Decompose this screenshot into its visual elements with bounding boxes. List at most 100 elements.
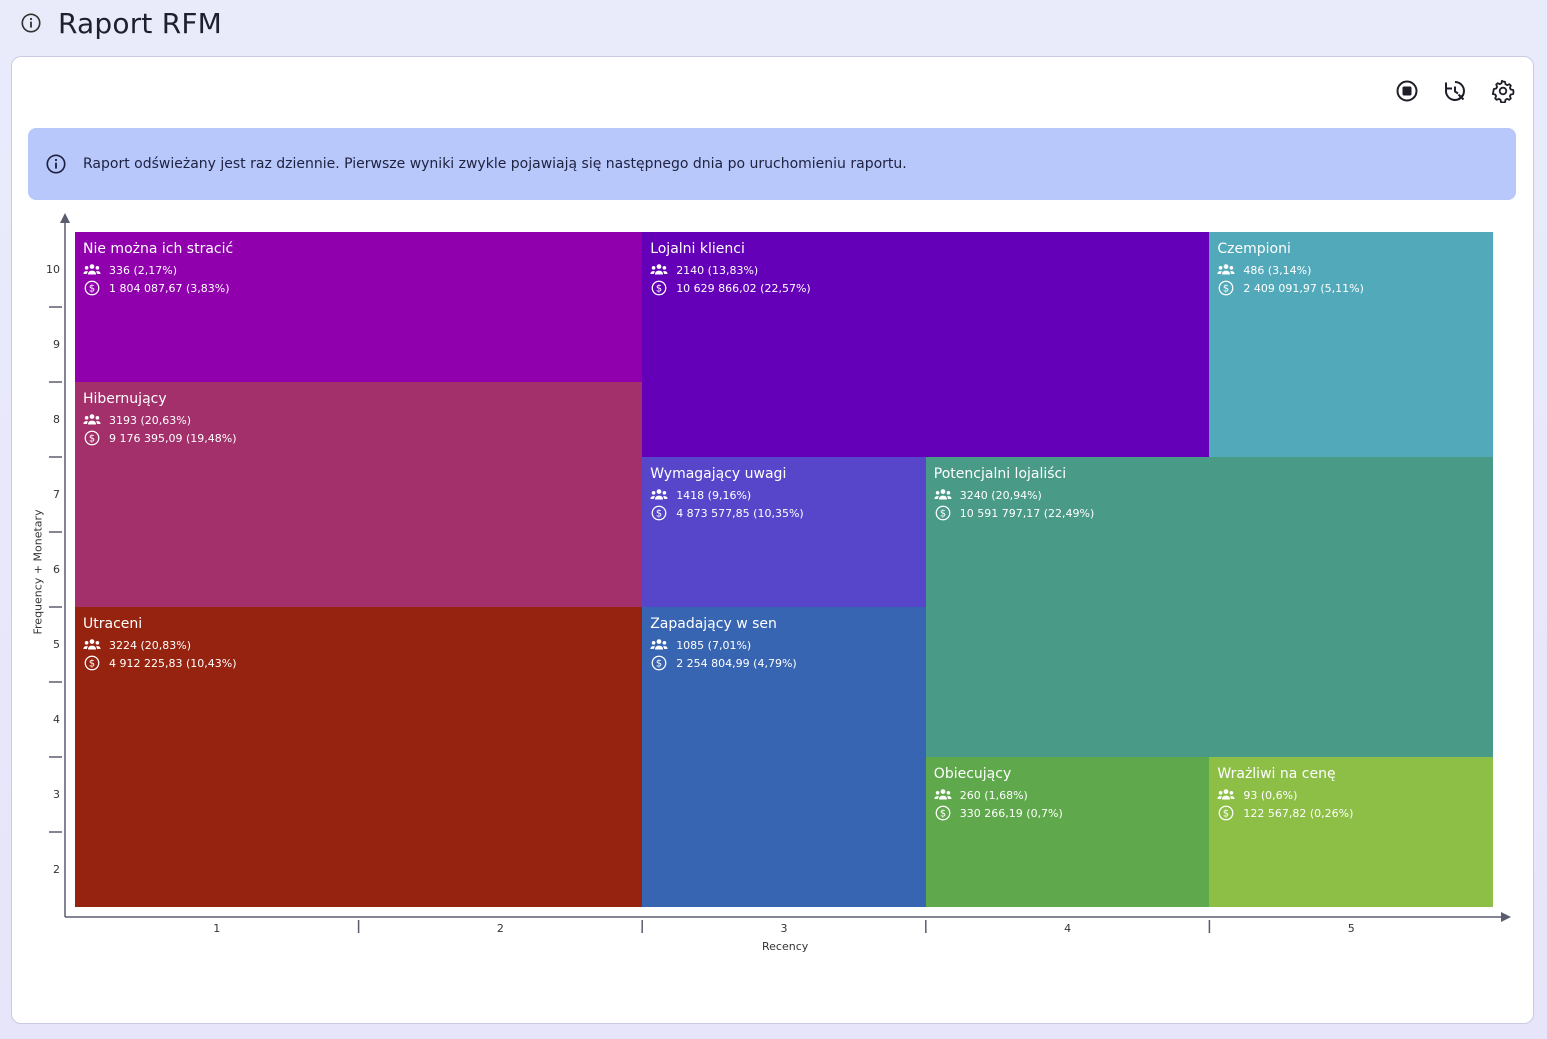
y-tick-label: 6 — [53, 562, 60, 576]
segment-tile[interactable]: Zapadający w sen 1085 (7,01%) $2 254 804,9… — [642, 607, 926, 907]
customers-icon — [650, 639, 668, 650]
customers-icon — [934, 789, 952, 800]
segment-revenue-value: 10 591 797,17 (22,49%) — [959, 506, 1095, 520]
svg-text:$: $ — [940, 509, 946, 520]
segment-customers-value: 3193 (20,63%) — [109, 413, 192, 427]
segment-name: Zapadający w sen — [650, 616, 777, 632]
segment-revenue: $330 266,19 (0,7%) — [934, 804, 1202, 822]
x-tick-label: 3 — [780, 922, 788, 935]
svg-text:$: $ — [656, 659, 662, 670]
segment-name: Wrażliwi na cenę — [1217, 766, 1336, 782]
rfm-chart: Frequency + Monetary Recency 10 9 8 7 6 5 4 3 2 1… — [12, 57, 1533, 1023]
toolbar — [1395, 79, 1515, 103]
customers-icon — [1217, 264, 1235, 275]
segment-customers-value: 3224 (20,83%) — [109, 638, 192, 652]
svg-text:$: $ — [89, 659, 95, 670]
y-tick-label: 7 — [53, 487, 60, 501]
segment-tile[interactable]: Wymagający uwagi 1418 (9,16%) $4 873 577,8… — [642, 457, 926, 607]
segment-revenue-value: 1 804 087,67 (3,83%) — [109, 281, 230, 295]
svg-text:$: $ — [1223, 809, 1229, 820]
segment-name: Potencjalni lojaliści — [933, 466, 1067, 482]
segment-name: Wymagający uwagi — [650, 466, 787, 482]
segment-customers-value: 93 (0,6%) — [1243, 788, 1298, 802]
segment-tile[interactable]: Lojalni klienci 2140 (13,83%) $10 629 866,… — [642, 232, 1210, 457]
revenue-icon: $ — [651, 655, 667, 671]
revenue-icon: $ — [935, 505, 951, 521]
info-circle-icon — [45, 153, 67, 175]
segment-name: Utraceni — [83, 616, 143, 632]
segment-revenue-value: 4 912 225,83 (10,43%) — [109, 656, 237, 670]
segment-tile[interactable]: Czempioni 486 (3,14%) $2 409 091,97 (5,11%… — [1209, 232, 1493, 457]
y-tick-label: 2 — [53, 862, 60, 876]
segment-revenue: $10 591 797,17 (22,49%) — [934, 504, 1485, 522]
svg-text:$: $ — [89, 434, 95, 445]
segment-revenue-value: 9 176 395,09 (19,48%) — [109, 431, 237, 445]
segment-name: Obiecujący — [933, 766, 1012, 782]
segment-customers-value: 3240 (20,94%) — [959, 488, 1042, 502]
svg-text:$: $ — [1223, 284, 1229, 295]
segment-revenue: $122 567,82 (0,26%) — [1217, 804, 1485, 822]
segment-customers: 336 (2,17%) — [83, 261, 634, 279]
segment-tile[interactable]: Utraceni 3224 (20,83%) $4 912 225,83 (10,4… — [75, 607, 643, 907]
y-tick-label: 3 — [53, 787, 60, 801]
segment-name: Nie można ich stracić — [83, 241, 234, 257]
svg-text:$: $ — [656, 509, 662, 520]
segment-customers-value: 486 (3,14%) — [1243, 263, 1312, 277]
segment-customers: 1418 (9,16%) — [650, 486, 918, 504]
y-tick-label: 4 — [53, 712, 60, 726]
stop-button[interactable] — [1395, 79, 1419, 103]
segment-tile[interactable]: Wrażliwi na cenę 93 (0,6%) $122 567,82 (0,… — [1209, 757, 1493, 907]
settings-button[interactable] — [1491, 79, 1515, 103]
stop-icon — [1396, 80, 1418, 102]
revenue-icon: $ — [1219, 805, 1234, 821]
revenue-icon: $ — [651, 505, 667, 521]
y-axis-arrow — [60, 213, 70, 223]
svg-text:$: $ — [656, 284, 662, 295]
chart-axes — [49, 213, 1511, 933]
segment-revenue: $9 176 395,09 (19,48%) — [83, 429, 634, 447]
report-card: Raport odświeżany jest raz dziennie. Pie… — [11, 56, 1534, 1024]
segment-revenue-value: 2 409 091,97 (5,11%) — [1243, 281, 1364, 295]
segment-revenue-value: 2 254 804,99 (4,79%) — [676, 656, 797, 670]
x-axis-label: Recency — [762, 940, 809, 953]
customers-icon — [83, 414, 101, 425]
segment-revenue-value: 4 873 577,85 (10,35%) — [676, 506, 804, 520]
segment-customers: 93 (0,6%) — [1217, 786, 1485, 804]
segment-customers: 3224 (20,83%) — [83, 636, 634, 654]
segment-name: Czempioni — [1217, 241, 1291, 257]
segment-revenue-value: 122 567,82 (0,26%) — [1243, 806, 1354, 820]
segment-name: Hibernujący — [83, 391, 167, 407]
history-reset-button[interactable] — [1443, 79, 1467, 103]
segment-customers-value: 1418 (9,16%) — [676, 488, 752, 502]
y-tick-label: 10 — [46, 262, 60, 276]
y-tick-label: 8 — [53, 412, 60, 426]
customers-icon — [83, 264, 101, 275]
segment-tile[interactable]: Potencjalni lojaliści 3240 (20,94%) $10 59… — [925, 457, 1493, 757]
revenue-icon: $ — [84, 280, 100, 296]
info-circle-icon[interactable] — [20, 12, 42, 34]
segment-revenue: $10 629 866,02 (22,57%) — [650, 279, 1201, 297]
x-tick-label: 2 — [496, 922, 504, 935]
x-axis-arrow — [1501, 912, 1511, 922]
customers-icon — [83, 639, 101, 650]
history-reset-icon — [1445, 81, 1465, 101]
segment-tile[interactable]: Hibernujący 3193 (20,63%) $9 176 395,09 (1… — [75, 382, 643, 607]
segment-name: Lojalni klienci — [650, 241, 745, 257]
customers-icon — [650, 264, 668, 275]
segment-revenue-value: 330 266,19 (0,7%) — [959, 806, 1063, 820]
banner-text: Raport odświeżany jest raz dziennie. Pie… — [83, 156, 907, 172]
segment-tile[interactable]: Nie można ich stracić 336 (2,17%) $1 804 0… — [75, 232, 643, 382]
revenue-icon: $ — [84, 430, 100, 446]
page-header: Raport RFM — [20, 4, 222, 42]
y-tick-label: 9 — [53, 337, 60, 351]
info-banner: Raport odświeżany jest raz dziennie. Pie… — [28, 128, 1516, 200]
gear-icon — [1491, 79, 1515, 103]
y-tick-label: 5 — [53, 637, 60, 651]
segment-customers-value: 336 (2,17%) — [109, 263, 178, 277]
customers-icon — [650, 489, 668, 500]
revenue-icon: $ — [84, 655, 100, 671]
segment-tile[interactable]: Obiecujący 260 (1,68%) $330 266,19 (0,7%) — [925, 757, 1210, 907]
x-tick-label: 5 — [1347, 922, 1355, 935]
segment-customers: 1085 (7,01%) — [650, 636, 918, 654]
segment-revenue: $4 873 577,85 (10,35%) — [650, 504, 918, 522]
